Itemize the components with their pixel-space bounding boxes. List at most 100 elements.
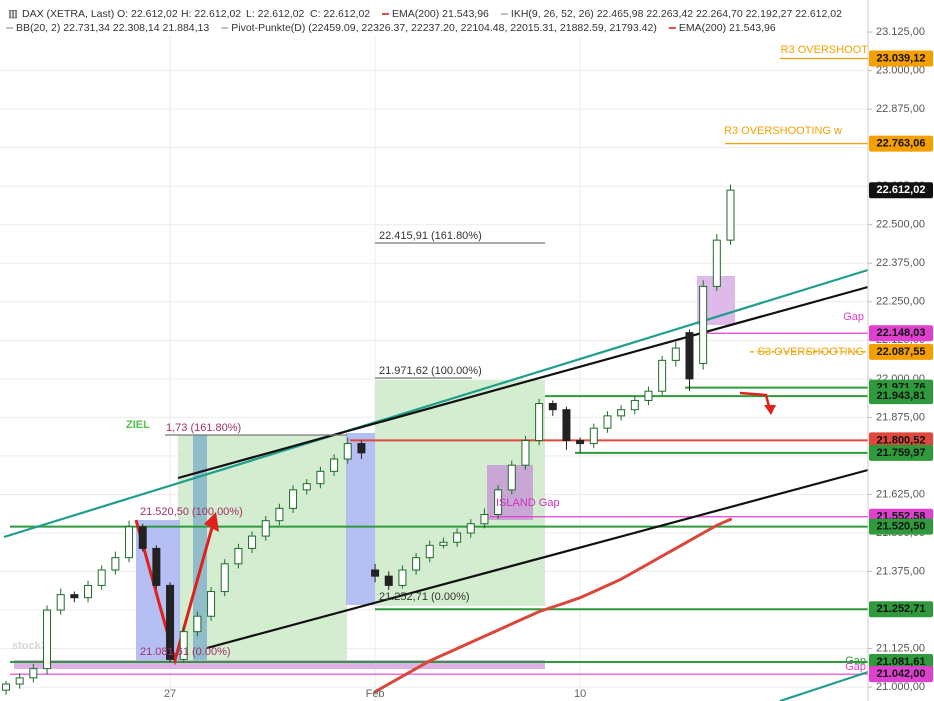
candle-body <box>2 683 11 691</box>
legend-swatch <box>382 13 389 15</box>
price-tag <box>869 135 933 152</box>
candle-body <box>412 557 421 571</box>
ohlc: C: 22.612,02 <box>310 8 370 20</box>
range-zone <box>346 433 375 605</box>
y-tick-label: 21.625,00 <box>876 488 925 500</box>
candle-body <box>507 464 516 491</box>
candle-body <box>726 189 735 241</box>
price-tag-label: 21.042,00 <box>877 668 926 680</box>
candle-body <box>480 513 489 525</box>
price-tag-label: 22.087,55 <box>877 346 926 358</box>
candle-body <box>152 547 161 586</box>
price-tag-label: 21.520,50 <box>877 521 926 533</box>
price-tag <box>869 518 933 535</box>
annotation: 21.520,50 (100.00%) <box>140 506 243 518</box>
ohlc: H: 22.612,02 <box>181 8 241 20</box>
arrow-head <box>764 405 776 415</box>
level-text: R3 OVERSHOOTING w <box>724 125 842 137</box>
arrow-head <box>204 512 219 532</box>
annotation: 21.081,61 (0.00%) <box>140 646 231 658</box>
candle-body <box>111 557 120 571</box>
candle-body <box>84 584 93 599</box>
candle-body <box>494 489 503 515</box>
price-tag <box>869 601 933 618</box>
ema-line <box>373 517 732 694</box>
candle-body <box>521 440 530 466</box>
price-tag <box>869 182 933 199</box>
trend-lines <box>3 242 869 701</box>
gap-zone <box>14 660 545 669</box>
candle-body <box>97 569 106 586</box>
y-tick-label: 22.500,00 <box>876 219 925 231</box>
candle-body <box>658 359 667 392</box>
x-tick-label: Feb <box>366 688 385 700</box>
candle-body <box>179 631 188 660</box>
header-bg <box>0 0 866 36</box>
candle-body <box>439 541 448 546</box>
x-tick-label: 27 <box>164 688 176 700</box>
price-tag <box>869 343 933 360</box>
y-tick-label: 23.125,00 <box>876 26 925 38</box>
symbol-icon: ▥ <box>8 8 18 20</box>
price-tag-label: 22.763,06 <box>877 138 926 150</box>
annotation: 21.971,62 (100.00%) <box>379 365 482 377</box>
y-tick-label: 23.000,00 <box>876 64 925 76</box>
annotation: ZIEL <box>126 419 150 431</box>
price-tag <box>869 653 933 670</box>
annotation: ISLAND Gap <box>496 497 560 509</box>
y-tick-label: 21.875,00 <box>876 411 925 423</box>
candle-body <box>138 526 147 549</box>
price-tag-label: 21.759,97 <box>877 447 926 459</box>
price-tag-label: 21.800,52 <box>877 434 926 446</box>
candle-body <box>43 609 52 670</box>
candle-body <box>248 535 257 549</box>
candle-body <box>712 239 721 287</box>
legend-swatch <box>500 13 508 15</box>
level-text: Gap <box>845 661 866 673</box>
channel-line <box>3 268 869 539</box>
candle-body <box>125 526 134 559</box>
x-tick-label: 10 <box>574 688 586 700</box>
price-tag <box>869 50 933 67</box>
candle-body <box>384 575 393 586</box>
candle-body <box>603 415 612 429</box>
candle-body <box>289 489 298 509</box>
indicator: IKH(9, 26, 52, 26) 22.465,98 22.263,42 2… <box>511 8 842 20</box>
price-tag <box>869 432 933 449</box>
y-tick-label: 21.000,00 <box>876 681 925 693</box>
channel-line <box>779 670 869 701</box>
candle-body <box>316 470 325 485</box>
candle-body <box>453 532 462 543</box>
legend-swatch <box>668 27 676 29</box>
candle-body <box>548 403 557 411</box>
price-tag <box>869 444 933 461</box>
candle-body <box>425 544 434 559</box>
channel-line <box>177 285 869 480</box>
price-tag <box>869 666 933 683</box>
candle-body <box>466 523 475 534</box>
price-tag-label: 21.252,71 <box>877 603 926 615</box>
price-tag-label: 23.039,12 <box>877 52 926 64</box>
candle-body <box>398 569 407 586</box>
candle-body <box>699 285 708 364</box>
candle-body <box>371 569 380 577</box>
indicator: EMA(200) 21.543,96 <box>679 22 776 34</box>
candle-body <box>685 332 694 380</box>
annotation: 21.252,71 (0.00%) <box>379 591 470 603</box>
candle-body <box>357 443 366 454</box>
price-tag-label: 22.148,03 <box>877 327 926 339</box>
legend-swatch <box>221 27 229 29</box>
candle-body <box>70 594 79 599</box>
levels: R3 OVERSHOOT R3 OVERSHOOTING w Gap S3 OVERS… <box>10 44 868 675</box>
indicator: Pivot-Punkte(D) (22459.09, 22326.37, 222… <box>231 22 657 34</box>
candle-body <box>589 427 598 445</box>
indicator: BB(20, 2) 22.731,34 22.308,14 21.884,13 <box>16 22 209 34</box>
y-tick-label: 21.375,00 <box>876 565 925 577</box>
y-tick-label: 21.125,00 <box>876 643 925 655</box>
watermark: stock3 <box>12 640 47 652</box>
annotation: 1,73 (161.80%) <box>166 422 241 434</box>
price-tag-label: 21.081,61 <box>877 656 926 668</box>
annotation: 22.415,91 (161.80%) <box>379 230 482 242</box>
header: ▥ DAX (XETRA, Last) O: 22.612,02 H: 22.6… <box>0 0 866 36</box>
